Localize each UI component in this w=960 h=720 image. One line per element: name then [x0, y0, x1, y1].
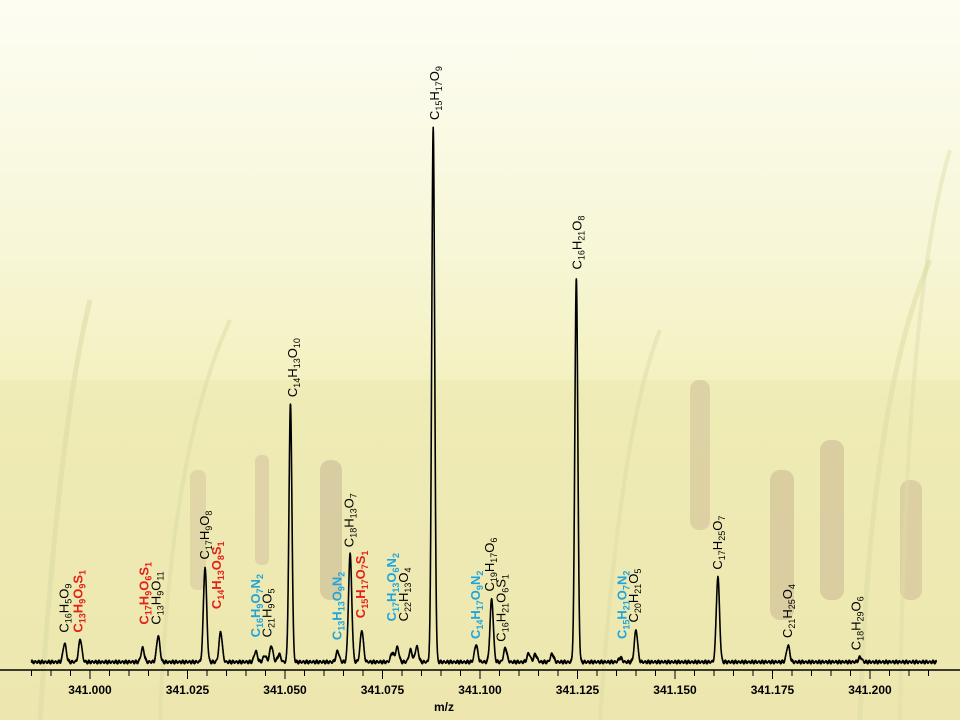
peak-formula-label: C17H9O8 [197, 511, 214, 560]
peak-formula-label: C16H5O9 [57, 584, 74, 633]
x-axis-tick-labels: 341.000 341.025 341.050 341.075 341.100 341.1… [68, 683, 892, 697]
svg-text:C17H9O6S1: C17H9O6S1 [137, 562, 154, 625]
svg-text:C19H17O6: C19H17O6 [482, 538, 499, 592]
peak-formula-label: C15H17O7S1 [353, 551, 370, 619]
x-tick-label: 341.075 [361, 683, 405, 697]
peak-formula-label: C16H21O8 [570, 216, 587, 270]
peak-formula-label: C21H25O4 [780, 584, 797, 638]
svg-text:C13H9O9S1: C13H9O9S1 [70, 570, 87, 633]
svg-text:C15H21O7N2: C15H21O7N2 [614, 571, 631, 639]
svg-text:C21H25O4: C21H25O4 [780, 584, 797, 638]
svg-text:C17H9O8: C17H9O8 [197, 511, 214, 560]
svg-text:C16H9O7N2: C16H9O7N2 [248, 574, 265, 637]
svg-text:C18H29O6: C18H29O6 [848, 596, 865, 650]
x-tick-label: 341.150 [653, 683, 697, 697]
x-tick-label: 341.100 [458, 683, 502, 697]
peak-formula-label: C13H9O11 [148, 571, 165, 624]
svg-text:C14H17O9N2: C14H17O9N2 [468, 571, 485, 639]
x-axis-title: m/z [434, 700, 454, 714]
peak-formula-label: C13H13O9N2 [330, 572, 347, 640]
svg-text:C17H13O6N2: C17H13O6N2 [384, 553, 401, 621]
peak-formula-label: C16H21O6S1 [494, 574, 511, 642]
peak-formula-label: C14H13O10 [285, 338, 302, 397]
peak-formula-label: C13H9O9S1 [70, 570, 87, 633]
svg-text:C20H21O5: C20H21O5 [626, 569, 643, 623]
x-tick-label: 341.125 [556, 683, 600, 697]
peak-formula-label: C18H13O7 [341, 493, 358, 547]
svg-text:C16H21O8: C16H21O8 [570, 216, 587, 270]
svg-text:C21H9O5: C21H9O5 [260, 588, 277, 637]
peak-formula-label: C17H13O6N2 [384, 553, 401, 621]
svg-text:C13H9O11: C13H9O11 [148, 571, 165, 624]
peak-formula-label: C21H9O5 [260, 588, 277, 637]
peak-formula-label: C17H25O7 [710, 516, 727, 570]
x-tick-label: 341.175 [751, 683, 795, 697]
svg-text:C15H17O9: C15H17O9 [427, 66, 444, 120]
peak-formula-label: C15H21O7N2 [614, 571, 631, 639]
x-tick-label: 341.025 [166, 683, 210, 697]
peak-formula-label: C22H13O4 [396, 567, 413, 621]
svg-text:C18H13O7: C18H13O7 [341, 493, 358, 547]
x-tick-label: 341.200 [848, 683, 892, 697]
x-tick-label: 341.050 [263, 683, 307, 697]
peak-formula-label: C14H13O8S1 [209, 541, 226, 609]
svg-text:C15H17O7S1: C15H17O7S1 [353, 551, 370, 619]
peak-formula-label: C20H21O5 [626, 569, 643, 623]
peak-formula-label: C14H17O9N2 [468, 571, 485, 639]
x-axis-ticks [31, 670, 929, 679]
peak-formula-label: C15H17O9 [427, 66, 444, 120]
spectrum-line [30, 126, 938, 665]
svg-text:C14H13O8S1: C14H13O8S1 [209, 541, 226, 609]
svg-text:C13H13O9N2: C13H13O9N2 [330, 572, 347, 640]
peak-formula-label: C19H17O6 [482, 538, 499, 592]
peak-formula-label: C18H29O6 [848, 596, 865, 650]
svg-text:C17H25O7: C17H25O7 [710, 516, 727, 570]
peak-formula-label: C17H9O6S1 [137, 562, 154, 625]
x-tick-label: 341.000 [68, 683, 112, 697]
peak-formula-label: C16H9O7N2 [248, 574, 265, 637]
svg-text:C22H13O4: C22H13O4 [396, 567, 413, 621]
svg-text:C16H21O6S1: C16H21O6S1 [494, 574, 511, 642]
svg-text:C16H5O9: C16H5O9 [57, 584, 74, 633]
svg-text:C14H13O10: C14H13O10 [285, 338, 302, 397]
